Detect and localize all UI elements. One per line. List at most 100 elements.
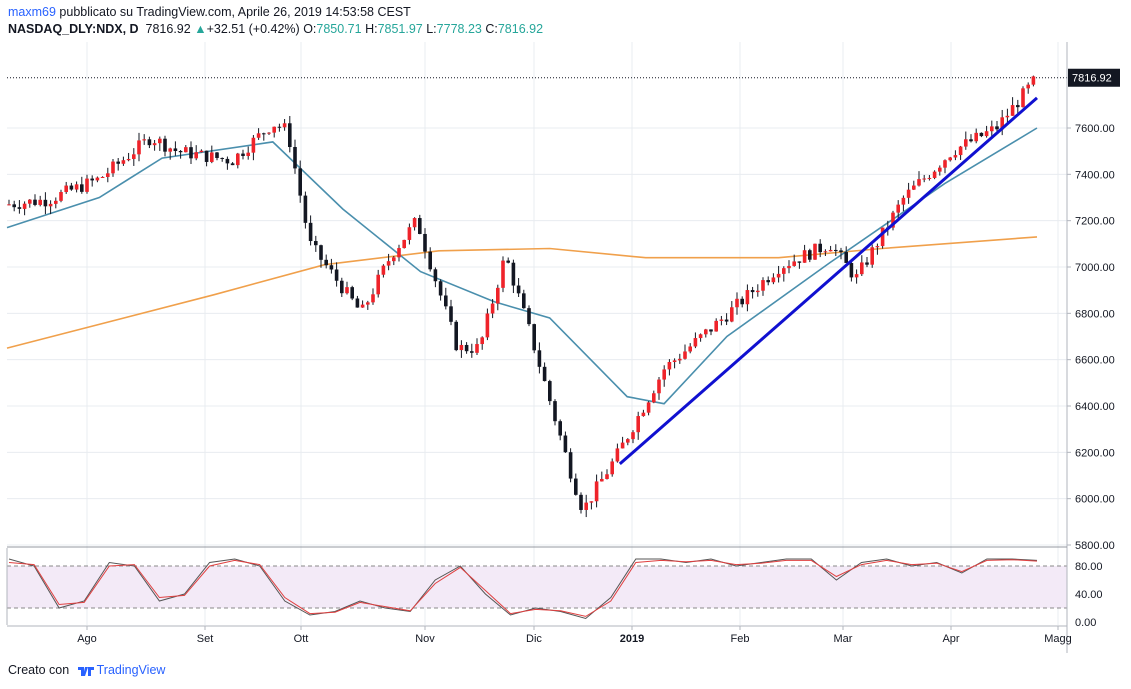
candle-body [168, 148, 172, 152]
time-tick-label: Dic [526, 633, 542, 645]
candle-body [605, 474, 609, 479]
candle-body [360, 304, 365, 308]
candle-body [485, 313, 490, 338]
main-price-panel[interactable] [6, 75, 1067, 518]
candle-body [600, 478, 604, 482]
stochastic-axis[interactable]: 80.00 40.00 0.00 [1075, 561, 1103, 629]
time-tick-label: Set [197, 633, 214, 645]
price-tick-label: 5800.00 [1075, 540, 1115, 552]
time-tick-label: Feb [731, 633, 750, 645]
candle-body [262, 133, 266, 135]
tradingview-link[interactable]: TradingView [96, 663, 166, 677]
candle-body [220, 157, 224, 159]
tradingview-logo-icon[interactable] [77, 663, 95, 680]
candle-body [329, 265, 334, 270]
candle-body [324, 259, 328, 266]
candle-body [267, 132, 271, 134]
candle-body [381, 265, 386, 275]
candle-body [116, 161, 120, 164]
candle-body [990, 126, 994, 132]
candle-body [28, 199, 32, 204]
candle-body [870, 247, 874, 265]
candle-body [875, 246, 880, 248]
stochastic-band [7, 566, 1067, 608]
candle-body [132, 154, 136, 159]
candle-body [1000, 117, 1004, 130]
stoch-tick-label: 40.00 [1075, 589, 1103, 601]
candle-body [553, 401, 557, 422]
stochastic-panel[interactable] [7, 558, 1067, 620]
candle-body [236, 153, 240, 166]
time-tick-label: Mar [834, 633, 853, 645]
candle-body [412, 218, 417, 228]
candle-body [204, 150, 209, 162]
author-link[interactable]: maxm69 [8, 5, 56, 19]
close-value: 7816.92 [497, 22, 544, 36]
candle-body [880, 227, 885, 247]
candle-body [511, 262, 516, 286]
symbol-name[interactable]: NASDAQ_DLY:NDX, D [8, 22, 139, 36]
change-value: +32.51 (+0.42%) [206, 22, 300, 36]
candle-body [386, 261, 391, 266]
candle-body [137, 140, 141, 155]
footer: Creato con TradingView [8, 663, 165, 680]
candle-body [704, 329, 708, 335]
candle-body [95, 177, 100, 181]
trendline[interactable] [618, 96, 1038, 466]
candle-body [1031, 76, 1036, 85]
candle-body [626, 439, 630, 443]
price-tick-label: 7600.00 [1075, 123, 1115, 135]
candle-body [709, 329, 713, 332]
candle-body [672, 360, 677, 362]
candle-body [282, 123, 287, 128]
candle-body [100, 176, 105, 178]
candle-body [308, 222, 313, 242]
candle-body [756, 290, 760, 293]
price-tick-label: 6600.00 [1075, 355, 1115, 367]
price-axis[interactable]: 7600.00 7400.00 7200.00 7000.00 6800.00 6600.… [1067, 123, 1115, 552]
candle-body [834, 249, 838, 251]
high-value: 7851.97 [377, 22, 423, 36]
candle-body [802, 250, 807, 263]
high-label: H: [365, 22, 378, 36]
candle-body [610, 461, 614, 475]
candle-body [54, 200, 58, 204]
candle-body [979, 132, 984, 137]
candle-body [943, 160, 947, 168]
candle-body [423, 233, 427, 252]
candle-body [470, 351, 474, 353]
candle-body [506, 260, 510, 263]
candle-body [48, 203, 53, 207]
candle-body [376, 274, 380, 295]
candle-body [938, 167, 942, 172]
candle-body [620, 442, 625, 449]
candle-body [516, 285, 521, 294]
candle-body [808, 250, 812, 260]
candle-body [797, 261, 802, 263]
candle-body [948, 157, 952, 161]
candle-body [953, 155, 958, 158]
price-tick-label: 6000.00 [1075, 494, 1115, 506]
candle-body [854, 274, 859, 278]
candles [7, 75, 1036, 518]
candle-body [860, 262, 864, 275]
candle-body [932, 171, 937, 178]
candle-body [230, 163, 235, 166]
stoch-tick-label: 0.00 [1075, 617, 1096, 629]
candle-body [345, 287, 349, 294]
time-axis[interactable]: Ago Set Ott Nov Dic 2019 Feb Mar Apr Magg [77, 626, 1072, 645]
candle-body [771, 277, 776, 283]
candle-body [548, 381, 552, 402]
candle-body [407, 227, 412, 240]
candle-body [371, 294, 375, 303]
candle-body [298, 168, 302, 196]
candle-body [366, 302, 370, 305]
candle-body [43, 199, 48, 207]
candle-body [111, 161, 115, 174]
last-price-tag: 7816.92 [1068, 68, 1120, 87]
candle-body [199, 150, 204, 153]
candle-body [522, 293, 526, 309]
candle-body [646, 402, 651, 413]
price-tick-label: 6800.00 [1075, 308, 1115, 320]
